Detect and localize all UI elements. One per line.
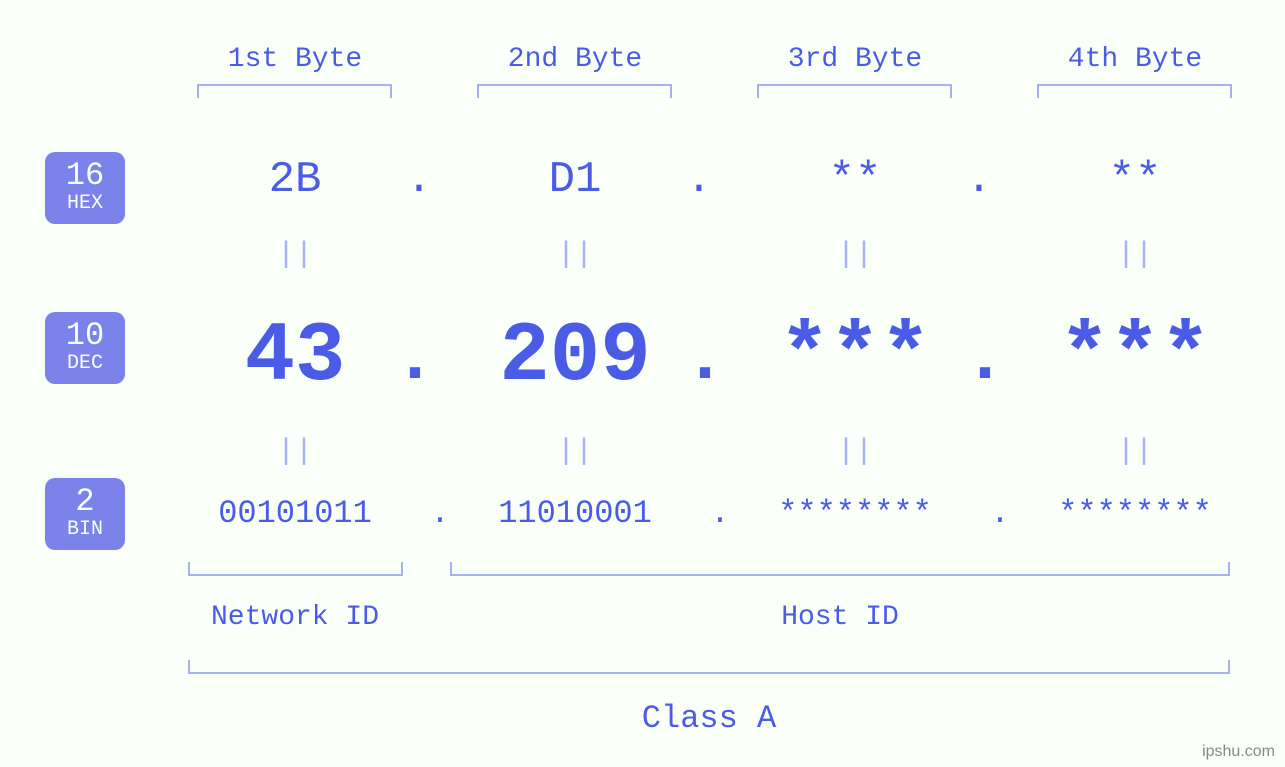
col-header-3: 3rd Byte (788, 44, 922, 75)
badge-bin-num: 2 (45, 486, 125, 518)
host-bracket (450, 562, 1230, 576)
watermark: ipshu.com (1202, 743, 1275, 761)
bin-byte-2: 11010001 (498, 495, 652, 532)
hex-dot-3: . (966, 155, 992, 205)
badge-dec-lbl: DEC (45, 354, 125, 374)
top-bracket-1 (197, 84, 392, 98)
bin-dot-1: . (430, 495, 449, 532)
hex-byte-2: D1 (549, 155, 602, 205)
badge-hex-lbl: HEX (45, 194, 125, 214)
eq-bot-3: || (837, 435, 873, 469)
hex-dot-2: . (686, 155, 712, 205)
top-bracket-4 (1037, 84, 1232, 98)
network-id-label: Network ID (211, 602, 379, 633)
bin-dot-2: . (710, 495, 729, 532)
dec-byte-2: 209 (499, 310, 650, 405)
hex-byte-4: ** (1109, 155, 1162, 205)
dec-byte-1: 43 (245, 310, 346, 405)
badge-dec-num: 10 (45, 320, 125, 352)
host-id-label: Host ID (781, 602, 899, 633)
dec-dot-3: . (963, 318, 1006, 400)
dec-dot-2: . (683, 318, 726, 400)
hex-byte-3: ** (829, 155, 882, 205)
dec-byte-3: *** (779, 310, 930, 405)
bin-byte-1: 00101011 (218, 495, 372, 532)
badge-hex-num: 16 (45, 160, 125, 192)
top-bracket-3 (757, 84, 952, 98)
eq-top-3: || (837, 238, 873, 272)
badge-bin-lbl: BIN (45, 520, 125, 540)
eq-top-2: || (557, 238, 593, 272)
class-bracket (188, 660, 1230, 674)
col-header-4: 4th Byte (1068, 44, 1202, 75)
bin-byte-3: ******** (778, 495, 932, 532)
hex-dot-1: . (406, 155, 432, 205)
eq-bot-4: || (1117, 435, 1153, 469)
badge-dec: 10 DEC (45, 312, 125, 384)
bin-byte-4: ******** (1058, 495, 1212, 532)
bin-dot-3: . (990, 495, 1009, 532)
eq-top-1: || (277, 238, 313, 272)
badge-bin: 2 BIN (45, 478, 125, 550)
hex-byte-1: 2B (269, 155, 322, 205)
dec-byte-4: *** (1059, 310, 1210, 405)
class-label: Class A (642, 700, 776, 737)
network-bracket (188, 562, 403, 576)
top-bracket-2 (477, 84, 672, 98)
eq-bot-1: || (277, 435, 313, 469)
dec-dot-1: . (393, 318, 436, 400)
col-header-2: 2nd Byte (508, 44, 642, 75)
eq-bot-2: || (557, 435, 593, 469)
eq-top-4: || (1117, 238, 1153, 272)
col-header-1: 1st Byte (228, 44, 362, 75)
badge-hex: 16 HEX (45, 152, 125, 224)
